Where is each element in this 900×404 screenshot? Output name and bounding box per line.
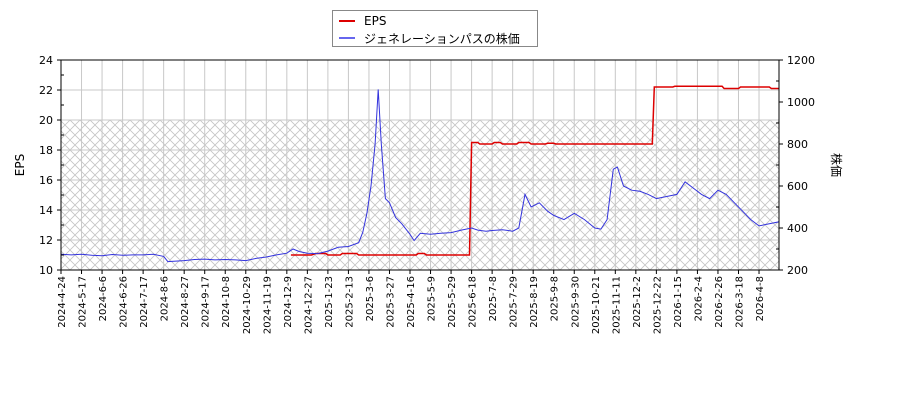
right-tick-label: 400 — [787, 222, 808, 235]
x-tick-label: 2026-4-8 — [755, 276, 766, 321]
x-tick-label: 2024-12-9 — [283, 276, 294, 328]
right-tick-label: 600 — [787, 180, 808, 193]
x-tick-label: 2026-2-4 — [693, 276, 704, 321]
x-tick-label: 2026-1-15 — [673, 276, 684, 328]
x-tick-label: 2024-6-6 — [98, 276, 109, 321]
right-axis-label: 株価 — [829, 153, 844, 177]
x-tick-label: 2024-9-17 — [201, 276, 212, 328]
axes: 10 12 14 16 18 20 22 24 200 400 600 800 1000 1200 2024… — [39, 54, 815, 334]
data-series — [61, 85, 779, 263]
x-tick-label: 2024-6-26 — [119, 276, 130, 328]
x-tick-label: 2025-5-9 — [427, 276, 438, 321]
x-tick-label: 2025-2-13 — [344, 276, 355, 328]
legend-item-price: ジェネレーションパスの株価 — [339, 30, 520, 46]
left-tick-label: 20 — [39, 114, 53, 127]
x-tick-label: 2025-8-19 — [529, 276, 540, 328]
stock-price-line — [61, 89, 779, 263]
legend-swatch-eps — [339, 20, 355, 22]
x-tick-label: 2025-9-30 — [570, 276, 581, 328]
x-tick-label: 2024-8-27 — [180, 276, 191, 328]
x-tick-label: 2025-1-23 — [324, 276, 335, 328]
legend-label-eps: EPS — [364, 14, 387, 28]
legend-label-price: ジェネレーションパスの株価 — [364, 31, 520, 46]
left-tick-label: 12 — [39, 234, 53, 247]
x-tick-label: 2025-12-2 — [632, 276, 643, 328]
left-tick-label: 16 — [39, 174, 53, 187]
x-tick-label: 2025-10-21 — [591, 276, 602, 334]
x-tick-label: 2025-3-27 — [385, 276, 396, 328]
right-tick-label: 800 — [787, 138, 808, 151]
legend: EPS ジェネレーションパスの株価 — [332, 10, 538, 47]
legend-item-eps: EPS — [339, 13, 386, 29]
x-tick-label: 2025-9-8 — [550, 276, 561, 321]
x-tick-label: 2026-3-18 — [734, 276, 745, 328]
right-tick-label: 200 — [787, 264, 808, 277]
x-tick-label: 2025-5-29 — [447, 276, 458, 328]
left-tick-label: 14 — [39, 204, 53, 217]
right-tick-label: 1200 — [787, 54, 815, 67]
left-tick-label: 10 — [39, 264, 53, 277]
x-tick-label: 2024-7-17 — [139, 276, 150, 328]
x-tick-label: 2024-11-19 — [262, 276, 273, 334]
left-tick-label: 22 — [39, 84, 53, 97]
x-tick-label: 2025-4-16 — [406, 276, 417, 328]
x-tick-label: 2025-7-29 — [509, 276, 520, 328]
x-tick-label: 2024-10-29 — [242, 276, 253, 334]
x-tick-label: 2024-5-17 — [78, 276, 89, 328]
shaded-region — [61, 120, 779, 270]
x-tick-label: 2024-12-27 — [303, 276, 314, 334]
x-tick-label: 2025-11-11 — [611, 276, 622, 334]
x-tick-label: 2026-2-26 — [714, 276, 725, 328]
x-tick-label: 2024-10-8 — [221, 276, 232, 328]
eps-line — [290, 85, 779, 256]
x-tick-label: 2025-6-18 — [468, 276, 479, 328]
left-tick-label: 18 — [39, 144, 53, 157]
x-tick-label: 2025-7-8 — [488, 276, 499, 321]
left-tick-label: 24 — [39, 54, 53, 67]
legend-swatch-price — [339, 37, 355, 39]
x-tick-label: 2025-3-6 — [365, 276, 376, 321]
x-tick-label: 2024-4-24 — [57, 276, 68, 328]
x-tick-label: 2025-12-22 — [652, 276, 663, 334]
left-axis-label: EPS — [13, 154, 27, 176]
x-tick-label: 2024-8-6 — [160, 276, 171, 321]
right-tick-label: 1000 — [787, 96, 815, 109]
